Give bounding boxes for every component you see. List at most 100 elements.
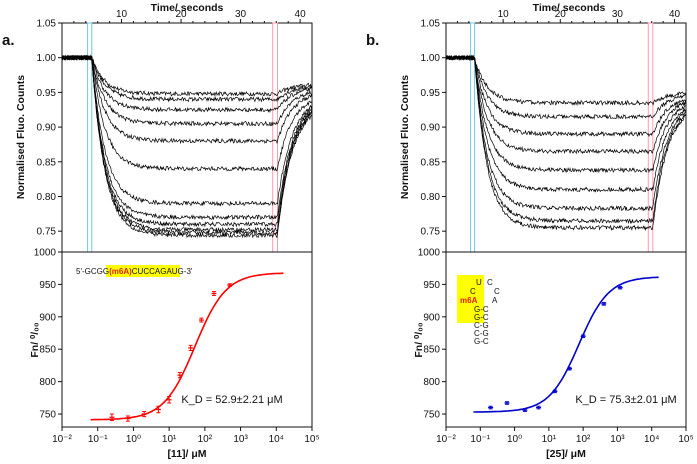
y-tick-label: 0.95 (421, 88, 441, 99)
panel-b-trace-frame (445, 22, 687, 253)
x-tick-label: 10⁻² (436, 434, 456, 445)
y-tick-label: 0.90 (421, 123, 441, 134)
seq-highlight-1: GG (97, 267, 109, 276)
x-tick-label: 10⁰ (126, 434, 141, 445)
x-tick-label: 10⁻¹ (470, 434, 490, 445)
x-tick-label: 10² (198, 434, 213, 445)
trace-line (61, 54, 313, 236)
panel-a-binding-chart: 1000 950 900 850 800 750 10⁻² 10⁻¹ 10⁰ 10¹ 10² 10³ 1… (29, 248, 320, 461)
panel-b-time-axis-title: Time/ seconds (533, 2, 606, 14)
trace-line (61, 54, 313, 207)
panel-a-label: a. (2, 32, 15, 49)
panel-b-fit-curve (473, 276, 659, 413)
panel-a-binding-xlabel: [11]/ μM (167, 448, 206, 460)
hairpin-stem-2: G-C (474, 313, 489, 322)
panel-b-binding-ticks: 1000 950 900 850 800 750 10⁻² 10⁻¹ 10⁰ 10¹ 10² 10³ 1… (418, 248, 694, 446)
x-tick-label: 20 (175, 9, 187, 20)
trace-line (445, 54, 687, 212)
panel-b-label: b. (366, 32, 379, 49)
hairpin-left-c: C (470, 287, 476, 296)
data-point (177, 372, 183, 379)
seq-m6a: (m6A) (109, 267, 132, 276)
panel-b-hairpin: U C C C m6A A G-C G-C C-G C-G G-C (457, 275, 500, 346)
y-tick-label: 800 (423, 377, 440, 388)
data-point (109, 413, 115, 422)
x-tick-label: 10 (116, 9, 128, 20)
panel-a-binding-ylabel: Fn/ ⁰/₀₀ (29, 322, 41, 358)
trace-line (61, 54, 313, 239)
y-tick-label: 0.95 (37, 88, 57, 99)
y-tick-label: 0.75 (421, 227, 441, 238)
y-tick-label: 0.85 (421, 157, 441, 168)
data-point (125, 415, 131, 422)
panel-b-hairpin-highlight (457, 275, 484, 323)
panel-a-kd-label: K_D = 52.9±2.21 μM (181, 394, 282, 406)
panel-a-binding-frame (61, 251, 313, 428)
y-tick-label: 850 (423, 345, 440, 356)
x-tick-label: 10⁴ (644, 434, 659, 445)
panel-b-trace-chart: Time/ seconds 1.05 1.00 0.95 0.90 0.85 0.80 0.… (399, 2, 687, 253)
y-tick-label: 950 (423, 280, 440, 291)
data-point (504, 401, 510, 405)
x-tick-label: 10⁵ (304, 434, 319, 445)
y-tick-label: 900 (39, 312, 56, 323)
trace-line (61, 54, 313, 113)
trace-line (61, 54, 313, 145)
trace-line (445, 55, 687, 174)
trace-line (61, 55, 313, 127)
x-tick-label: 10¹ (542, 434, 557, 445)
y-tick-label: 0.75 (37, 227, 57, 238)
panel-a-data-points (109, 283, 233, 422)
x-tick-label: 10¹ (162, 434, 177, 445)
data-point (488, 405, 494, 410)
y-tick-label: 800 (39, 377, 56, 388)
hairpin-stem-4: C-G (474, 329, 489, 338)
data-point (617, 285, 623, 290)
x-tick-label: 20 (555, 9, 567, 20)
panel-b-trace-ylabel: Normalised Fluo. Counts (399, 75, 411, 199)
trace-line (445, 55, 687, 138)
y-tick-label: 0.85 (37, 157, 57, 168)
panel-a-time-axis-title: Time/ seconds (151, 2, 224, 14)
x-tick-label: 10² (576, 434, 591, 445)
trace-line (445, 55, 687, 232)
data-point (522, 408, 528, 412)
data-point (536, 405, 542, 410)
panel-b-binding-ylabel: Fn/ ⁰/₀₀ (413, 322, 425, 358)
y-tick-label: 0.80 (37, 192, 57, 203)
y-tick-label: 1.05 (421, 19, 441, 30)
panel-a-binding-ticks: 1000 950 900 850 800 750 10⁻² 10⁻¹ 10⁰ 10¹ 10² 10³ 1… (34, 248, 320, 446)
trace-line (61, 54, 313, 103)
panel-b-trace-lines (445, 54, 687, 232)
y-tick-label: 750 (39, 410, 56, 421)
trace-line (445, 54, 687, 107)
panel-a: a. Time/ seconds 1.05 1.00 0.95 0.90 0.85 0.8… (2, 2, 320, 460)
y-tick-label: 1.00 (421, 53, 441, 64)
panel-b-binding-frame (445, 251, 687, 428)
panel-b: b. Time/ seconds 1.05 1.00 0.95 0.90 0.85 0.8… (366, 2, 694, 460)
y-tick-label: 0.90 (37, 123, 57, 134)
trace-line (445, 54, 687, 193)
x-tick-label: 40 (295, 9, 307, 20)
data-point (188, 344, 194, 352)
panel-b-binding-xlabel: [25]/ μM (546, 448, 586, 460)
hairpin-stem-5: G-C (474, 337, 489, 346)
data-point (227, 283, 233, 287)
panel-a-trace-ticks: 1.05 1.00 0.95 0.90 0.85 0.80 0.75 10 20 30 40 (37, 9, 307, 238)
x-tick-label: 10⁰ (507, 434, 522, 445)
data-point (155, 405, 161, 414)
panel-a-trace-lines (61, 54, 313, 239)
trace-line (61, 54, 313, 221)
x-tick-label: 10³ (233, 434, 248, 445)
trace-line (61, 54, 313, 97)
panel-a-sequence: 5'-GCGG(m6A)CUCCAGAUG-3' (76, 265, 193, 277)
panel-b-kd-label: K_D = 75.3±2.01 μM (575, 394, 676, 406)
data-point (198, 317, 204, 323)
hairpin-m6a: m6A (460, 296, 478, 305)
y-tick-label: 1000 (418, 248, 441, 259)
data-point (566, 366, 572, 371)
x-tick-label: 30 (612, 9, 624, 20)
trace-line (61, 54, 313, 228)
panel-a-sequence-highlight (106, 265, 180, 277)
